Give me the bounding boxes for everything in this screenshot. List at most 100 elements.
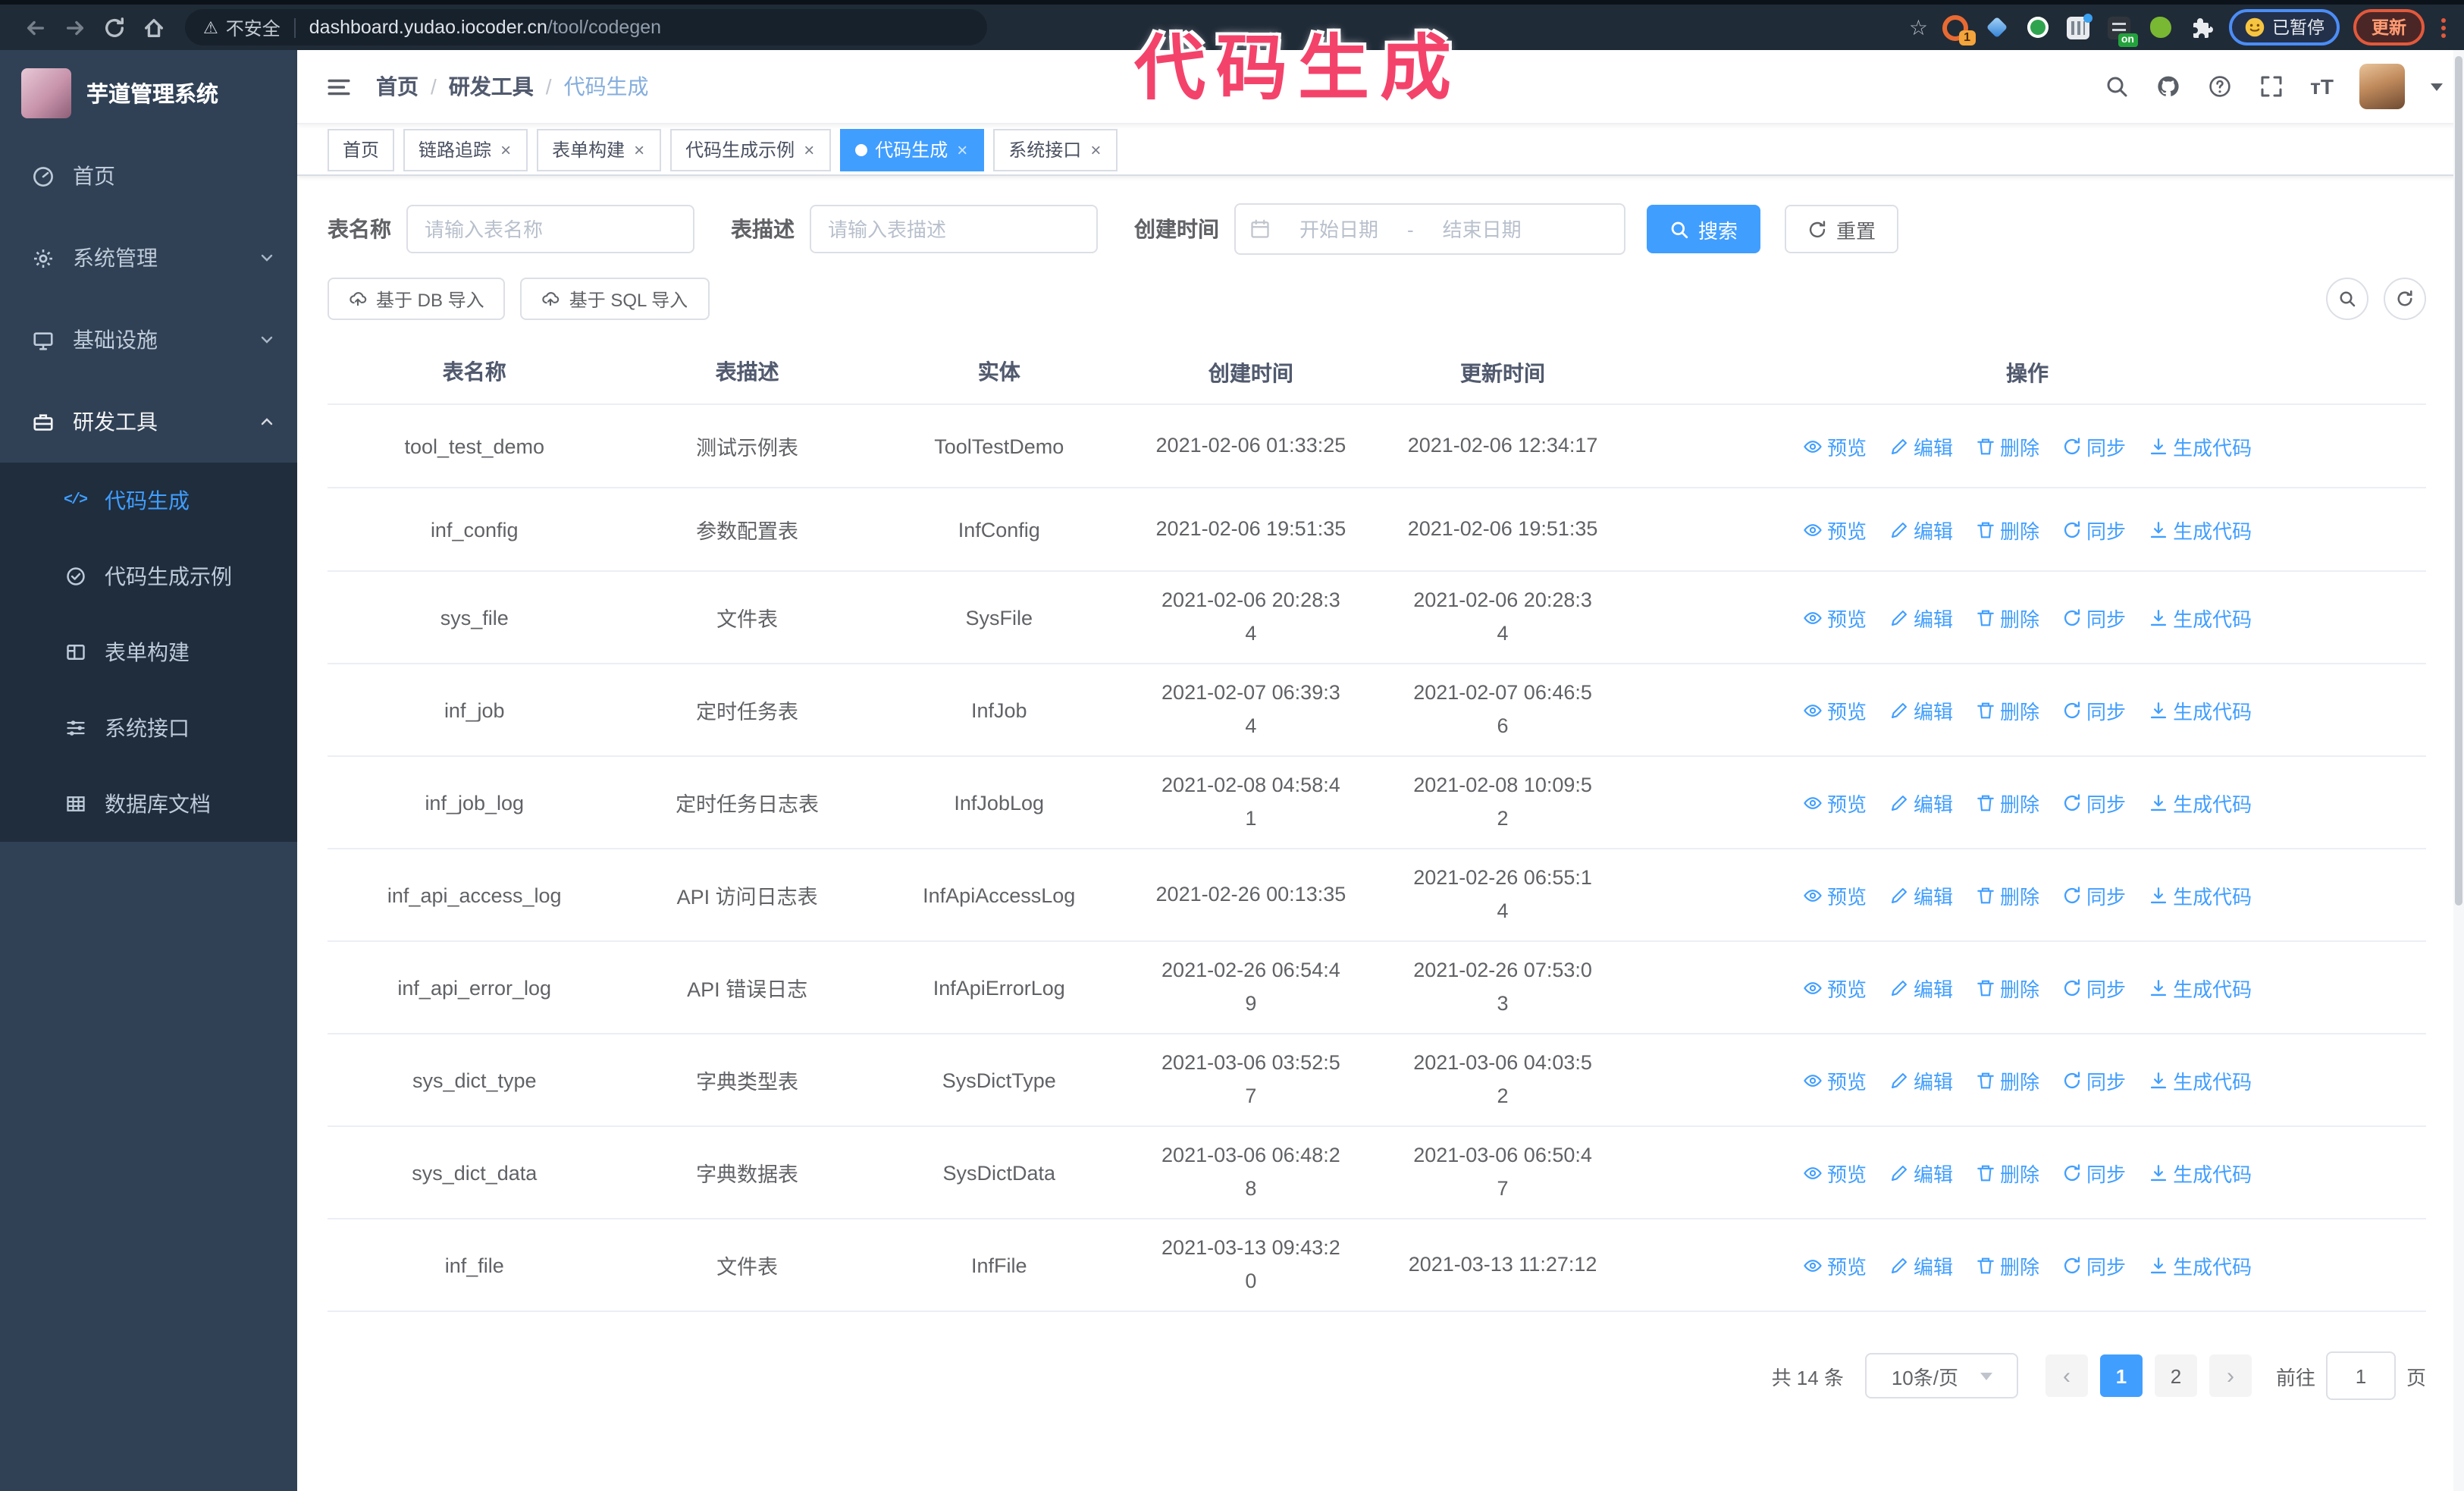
sidebar-item-database-docs[interactable]: 数据库文档 <box>0 766 297 842</box>
view-tab[interactable]: 表单构建 × <box>537 128 662 171</box>
search-button[interactable]: 搜索 <box>1647 205 1761 253</box>
generate-code-link[interactable]: 生成代码 <box>2149 603 2252 632</box>
start-date-input[interactable] <box>1277 216 1401 242</box>
edit-link[interactable]: 编辑 <box>1889 603 1953 632</box>
help-icon[interactable] <box>2207 74 2233 99</box>
breadcrumb-home[interactable]: 首页 <box>376 74 419 99</box>
edit-link[interactable]: 编辑 <box>1889 1158 1953 1187</box>
hamburger-icon[interactable] <box>321 70 355 103</box>
extension-orange-ring-icon[interactable]: 1 <box>1942 14 1975 46</box>
toggle-search-button[interactable] <box>2326 278 2368 320</box>
sync-link[interactable]: 同步 <box>2062 788 2126 817</box>
view-tab[interactable]: 代码生成示例 × <box>670 128 832 171</box>
generate-code-link[interactable]: 生成代码 <box>2149 432 2252 460</box>
github-icon[interactable] <box>2155 74 2181 99</box>
goto-page-input[interactable] <box>2325 1351 2396 1400</box>
view-tab[interactable]: 系统接口 × <box>993 128 1118 171</box>
delete-link[interactable]: 删除 <box>1976 1066 2039 1094</box>
delete-link[interactable]: 删除 <box>1976 603 2039 632</box>
preview-link[interactable]: 预览 <box>1803 603 1867 632</box>
sidebar-item-home[interactable]: 首页 <box>0 135 297 217</box>
date-range-picker[interactable]: - <box>1234 203 1625 255</box>
edit-link[interactable]: 编辑 <box>1889 880 1953 909</box>
breadcrumb-dev-tools[interactable]: 研发工具 <box>448 74 534 99</box>
view-tab[interactable]: 首页 <box>328 128 395 171</box>
sidebar-item-form-builder[interactable]: 表单构建 <box>0 614 297 690</box>
sync-link[interactable]: 同步 <box>2062 1066 2126 1094</box>
preview-link[interactable]: 预览 <box>1803 880 1867 909</box>
user-avatar[interactable] <box>2359 64 2405 109</box>
import-from-db-button[interactable]: 基于 DB 导入 <box>328 278 506 320</box>
sidebar-item-code-generation[interactable]: </> 代码生成 <box>0 463 297 538</box>
extension-columns-icon[interactable] <box>2064 13 2093 41</box>
browser-home-icon[interactable] <box>133 8 173 47</box>
preview-link[interactable]: 预览 <box>1803 973 1867 1002</box>
prev-page-button[interactable]: ‹ <box>2045 1354 2088 1397</box>
font-size-icon[interactable]: тT <box>2310 74 2334 99</box>
tab-close-icon[interactable]: × <box>634 139 645 160</box>
edit-link[interactable]: 编辑 <box>1889 432 1953 460</box>
sync-link[interactable]: 同步 <box>2062 603 2126 632</box>
preview-link[interactable]: 预览 <box>1803 695 1867 724</box>
delete-link[interactable]: 删除 <box>1976 432 2039 460</box>
scrollbar-thumb[interactable] <box>2455 56 2462 906</box>
extension-rows-on-icon[interactable]: on <box>2105 14 2137 47</box>
preview-link[interactable]: 预览 <box>1803 1066 1867 1094</box>
generate-code-link[interactable]: 生成代码 <box>2149 788 2252 817</box>
import-from-sql-button[interactable]: 基于 SQL 导入 <box>520 278 710 320</box>
tab-close-icon[interactable]: × <box>500 139 512 160</box>
sidebar-item-system-api[interactable]: 系统接口 <box>0 690 297 766</box>
delete-link[interactable]: 删除 <box>1976 1158 2039 1187</box>
extension-green-blob-icon[interactable] <box>2146 14 2174 41</box>
browser-address-bar[interactable]: ⚠ 不安全 dashboard.yudao.iocoder.cn/tool/co… <box>185 9 987 46</box>
browser-scrollbar[interactable] <box>2453 50 2464 1491</box>
sidebar-item-dev-tools[interactable]: 研发工具 <box>0 381 297 463</box>
generate-code-link[interactable]: 生成代码 <box>2149 695 2252 724</box>
delete-link[interactable]: 删除 <box>1976 1251 2039 1279</box>
edit-link[interactable]: 编辑 <box>1889 515 1953 544</box>
delete-link[interactable]: 删除 <box>1976 973 2039 1002</box>
bookmark-star-icon[interactable]: ☆ <box>1908 14 1928 39</box>
reset-button[interactable]: 重置 <box>1785 205 1899 253</box>
sync-link[interactable]: 同步 <box>2062 695 2126 724</box>
view-tab[interactable]: 链路追踪 × <box>403 128 528 171</box>
browser-reload-icon[interactable] <box>94 8 133 47</box>
preview-link[interactable]: 预览 <box>1803 432 1867 460</box>
tab-close-icon[interactable]: × <box>1090 139 1102 160</box>
page-button-2[interactable]: 2 <box>2154 1354 2197 1397</box>
sync-link[interactable]: 同步 <box>2062 515 2126 544</box>
sync-link[interactable]: 同步 <box>2062 1158 2126 1187</box>
extensions-puzzle-icon[interactable] <box>2187 14 2215 41</box>
edit-link[interactable]: 编辑 <box>1889 788 1953 817</box>
page-button-1[interactable]: 1 <box>2099 1354 2143 1397</box>
delete-link[interactable]: 删除 <box>1976 880 2039 909</box>
page-size-select[interactable]: 10条/页 <box>1864 1353 2018 1398</box>
delete-link[interactable]: 删除 <box>1976 695 2039 724</box>
sidebar-item-code-generation-example[interactable]: 代码生成示例 <box>0 538 297 614</box>
generate-code-link[interactable]: 生成代码 <box>2149 1251 2252 1279</box>
browser-back-icon[interactable] <box>15 8 55 47</box>
tab-close-icon[interactable]: × <box>804 139 815 160</box>
insecure-label[interactable]: 不安全 <box>225 17 281 39</box>
edit-link[interactable]: 编辑 <box>1889 695 1953 724</box>
preview-link[interactable]: 预览 <box>1803 515 1867 544</box>
extension-gem-icon[interactable] <box>1983 14 2010 41</box>
sync-link[interactable]: 同步 <box>2062 973 2126 1002</box>
header-search-icon[interactable] <box>2104 74 2130 99</box>
extension-green-circle-icon[interactable] <box>2024 14 2051 41</box>
refresh-table-button[interactable] <box>2384 278 2426 320</box>
table-name-input[interactable] <box>406 205 694 253</box>
sync-link[interactable]: 同步 <box>2062 880 2126 909</box>
preview-link[interactable]: 预览 <box>1803 1158 1867 1187</box>
delete-link[interactable]: 删除 <box>1976 515 2039 544</box>
generate-code-link[interactable]: 生成代码 <box>2149 1158 2252 1187</box>
preview-link[interactable]: 预览 <box>1803 788 1867 817</box>
paused-extension-pill[interactable]: 已暂停 <box>2228 9 2340 46</box>
next-page-button[interactable]: › <box>2209 1354 2252 1397</box>
sync-link[interactable]: 同步 <box>2062 432 2126 460</box>
sidebar-item-system-management[interactable]: 系统管理 <box>0 217 297 299</box>
generate-code-link[interactable]: 生成代码 <box>2149 515 2252 544</box>
view-tab[interactable]: 代码生成 × <box>840 128 985 171</box>
generate-code-link[interactable]: 生成代码 <box>2149 880 2252 909</box>
app-logo[interactable]: 芋道管理系统 <box>0 50 297 135</box>
